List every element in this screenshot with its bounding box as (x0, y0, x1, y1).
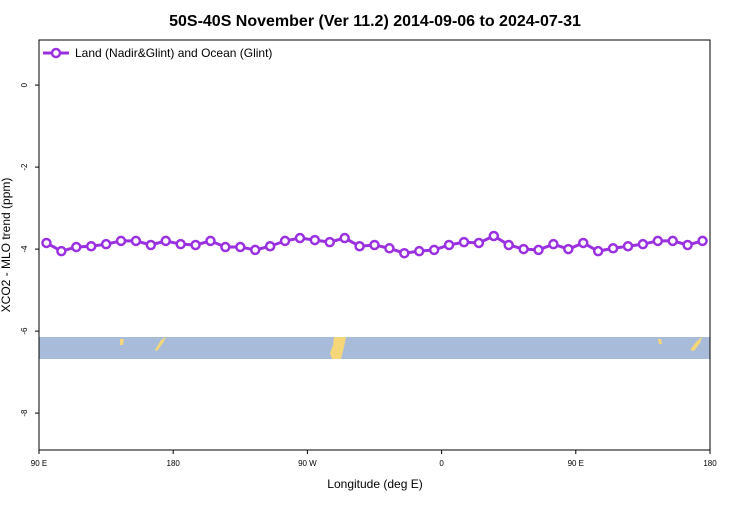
x-tick-label: 0 (439, 459, 444, 468)
point (175, 238, 186, 250)
x-tick-label: 90 W (298, 459, 317, 468)
point (443, 239, 455, 251)
x-tick-label: 180 (703, 459, 717, 468)
x-tick-label: 90 E (31, 459, 47, 468)
point (339, 232, 350, 244)
point (235, 241, 246, 253)
legend-marker (50, 47, 62, 59)
point (115, 235, 127, 247)
point (667, 235, 678, 247)
y-tick-label: -4 (20, 245, 29, 253)
point (384, 243, 395, 254)
y-axis-label: XCO2 - MLO trend (ppm) (0, 178, 13, 313)
point (279, 235, 291, 247)
legend-label: Land (Nadir&Glint) and Ocean (Glint) (75, 46, 272, 60)
point (160, 235, 171, 247)
point (41, 237, 52, 249)
y-tick-label: -6 (20, 327, 29, 335)
y-tick-label: 0 (20, 82, 29, 87)
point (503, 239, 514, 251)
point (548, 238, 559, 250)
point (130, 235, 142, 247)
point (85, 240, 97, 252)
point (682, 239, 693, 251)
point (71, 241, 82, 253)
point (592, 245, 604, 257)
point (369, 239, 380, 251)
point (354, 240, 365, 252)
x-tick-label: 90 E (568, 459, 584, 468)
point (413, 245, 425, 257)
y-tick-label: -8 (20, 409, 29, 417)
plot-frame (38, 39, 711, 451)
point (428, 244, 440, 256)
point (294, 232, 306, 244)
point (533, 244, 544, 256)
point (309, 234, 321, 246)
chart-title: 50S-40S November (Ver 11.2) 2014-09-06 t… (169, 13, 581, 30)
point (399, 247, 410, 259)
x-axis-label: Longitude (deg E) (327, 477, 422, 491)
point (458, 236, 470, 248)
point (145, 239, 157, 251)
point (205, 235, 216, 247)
point (697, 235, 708, 247)
map-strip (39, 337, 710, 359)
point (56, 245, 67, 257)
point (578, 237, 589, 249)
point (324, 236, 336, 248)
point (518, 243, 529, 255)
point (607, 243, 619, 254)
point (652, 235, 664, 247)
point (220, 241, 231, 253)
point (488, 230, 500, 242)
point (563, 243, 574, 255)
point (100, 238, 112, 250)
point (249, 244, 261, 256)
y-tick-label: -2 (20, 163, 29, 171)
x-tick-label: 180 (167, 459, 181, 468)
point (622, 240, 634, 252)
point (473, 237, 485, 249)
point (264, 240, 276, 252)
point (637, 238, 649, 250)
point (190, 239, 201, 251)
